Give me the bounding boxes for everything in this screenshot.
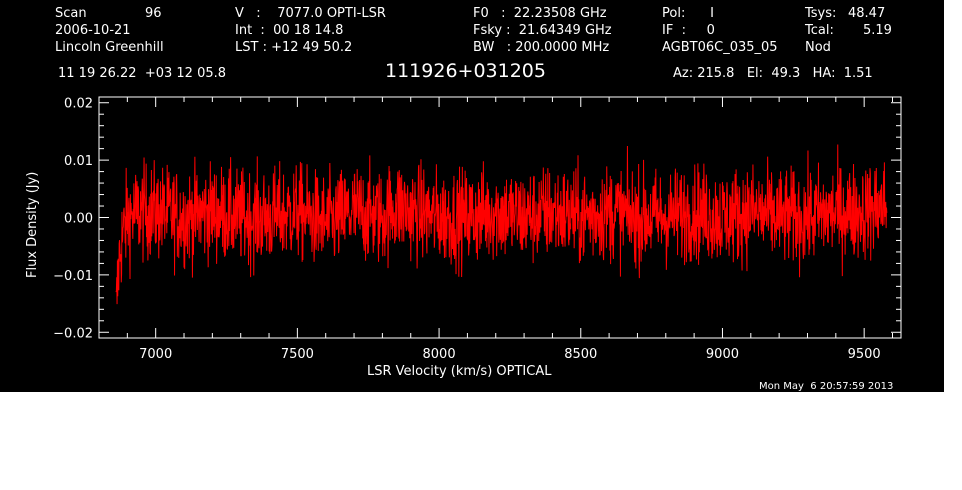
velocity-readout: V : 7077.0 OPTI-LSR (235, 6, 386, 21)
tsys-value: 48.47 (848, 6, 886, 21)
polarization: Pol: I (662, 6, 714, 21)
x-axis-title: LSR Velocity (km/s) OPTICAL (367, 364, 552, 379)
spectrum-series (115, 144, 888, 305)
x-tick-label: 9000 (706, 347, 739, 362)
if-number: IF : 0 (662, 23, 715, 38)
x-tick-label: 7500 (281, 347, 314, 362)
observing-mode: Nod (805, 40, 831, 55)
tcal-value: 5.19 (863, 23, 892, 38)
plot-timestamp: Mon May 6 20:57:59 2013 (759, 381, 894, 392)
tcal-label: Tcal: (805, 23, 834, 38)
observation-date: 2006-10-21 (55, 23, 131, 38)
x-axis: 7000 7500 8000 8500 9000 9500 (98, 97, 893, 362)
spectrum-chart: 7000 7500 8000 8500 9000 9500 −0.02 −0.01 0.00 0… (53, 96, 902, 362)
observer-name: Lincoln Greenhill (55, 40, 164, 55)
pointing-readout: Az: 215.8 El: 49.3 HA: 1.51 (673, 66, 873, 81)
y-tick-label: 0.00 (64, 212, 93, 227)
y-axis: −0.02 −0.01 0.00 0.01 0.02 (53, 97, 901, 341)
y-axis-title: Flux Density (Jy) (25, 171, 40, 278)
source-coordinates: 11 19 26.22 +03 12 05.8 (58, 66, 227, 81)
bandwidth: BW : 200.0000 MHz (473, 40, 610, 55)
source-name: 111926+031205 (385, 60, 546, 82)
y-tick-label: 0.02 (64, 97, 93, 112)
y-tick-label: 0.01 (64, 154, 93, 169)
scan-number: 96 (145, 6, 162, 21)
rest-frequency: F0 : 22.23508 GHz (473, 6, 607, 21)
lst-readout: LST : +12 49 50.2 (235, 40, 353, 55)
y-tick-label: −0.02 (53, 326, 93, 341)
y-tick-label: −0.01 (53, 269, 93, 284)
x-tick-label: 9500 (848, 347, 881, 362)
x-tick-label: 7000 (139, 347, 172, 362)
x-tick-label: 8000 (423, 347, 456, 362)
integration-time: Int : 00 18 14.8 (235, 23, 344, 38)
project-id: AGBT06C_035_05 (662, 40, 778, 55)
tsys-label: Tsys: (805, 6, 837, 21)
scan-label: Scan (55, 6, 87, 21)
x-tick-label: 8500 (564, 347, 597, 362)
sky-frequency: Fsky : 21.64349 GHz (473, 23, 612, 38)
plot-window: Scan 96 2006-10-21 Lincoln Greenhill V :… (0, 0, 944, 392)
spectrum-trace (115, 144, 888, 305)
